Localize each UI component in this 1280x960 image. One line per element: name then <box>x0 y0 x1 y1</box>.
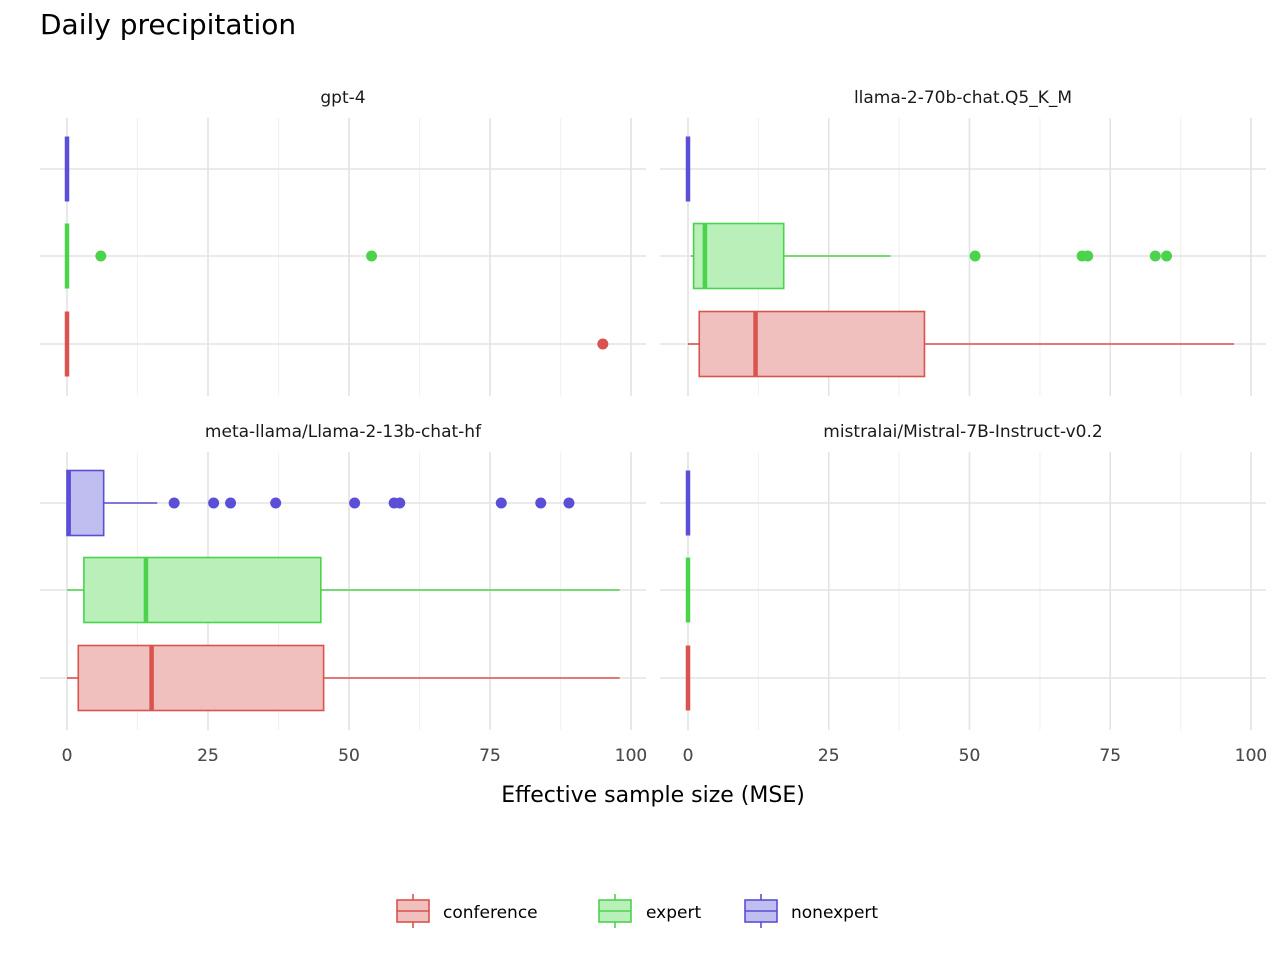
outlier-point <box>208 497 220 509</box>
x-tick-label: 100 <box>615 746 647 766</box>
outlier-point <box>225 497 237 509</box>
box-expert <box>64 223 378 289</box>
legend-item-conference: conference <box>396 894 538 928</box>
x-tick-label: 100 <box>1235 746 1267 766</box>
x-tick-label: 100 <box>1235 746 1267 766</box>
outlier-point <box>969 250 981 262</box>
panel-meta-llama-llama-2-13b-chat-hf: meta-llama/Llama-2-13b-chat-hf 0 25 50 75 100 <box>40 422 647 766</box>
x-tick-label: 25 <box>197 746 219 766</box>
box-conference <box>67 644 620 712</box>
x-tick-label: 50 <box>959 746 981 766</box>
x-tick-label: 50 <box>338 746 360 766</box>
x-tick-label: 75 <box>1099 746 1121 766</box>
x-tick-label: 75 <box>479 746 501 766</box>
outlier-point <box>1161 250 1173 262</box>
x-tick-label: 0 <box>683 746 694 766</box>
box-iqr <box>66 469 105 537</box>
panel-title: llama-2-70b-chat.Q5_K_M <box>854 88 1072 108</box>
outlier-point <box>366 250 378 262</box>
outlier-point <box>1082 250 1094 262</box>
x-tick-label: 75 <box>479 746 501 766</box>
x-tick-label: 100 <box>615 746 647 766</box>
x-tick-label: 50 <box>959 746 981 766</box>
panel-title: gpt-4 <box>320 88 365 108</box>
outlier-point <box>1149 250 1161 262</box>
box-conference <box>64 311 609 377</box>
panel-title: mistralai/Mistral-7B-Instruct-v0.2 <box>823 422 1102 442</box>
panel-llama-2-70b-chat-q5-k-m: llama-2-70b-chat.Q5_K_M 0 25 50 75 100 <box>660 88 1267 766</box>
x-tick-label: 25 <box>818 746 840 766</box>
panel-gpt-4: gpt-4 0 25 50 75 100 <box>40 88 647 766</box>
box-conference <box>688 310 1235 378</box>
legend-item-nonexpert: nonexpert <box>744 894 878 928</box>
x-axis-label: Effective sample size (MSE) <box>501 783 805 808</box>
chart-title: Daily precipitation <box>40 8 297 41</box>
legend-label: nonexpert <box>791 903 878 923</box>
box-nonexpert <box>66 469 575 537</box>
box-iqr <box>698 310 926 378</box>
x-tick-label: 0 <box>62 746 73 766</box>
legend-label: conference <box>443 903 538 923</box>
outlier-point <box>349 497 361 509</box>
outlier-point <box>535 497 547 509</box>
panel-title: meta-llama/Llama-2-13b-chat-hf <box>205 422 482 442</box>
box-iqr <box>83 556 322 624</box>
outlier-point <box>495 497 507 509</box>
legend-item-expert: expert <box>598 894 701 928</box>
box-expert <box>690 222 1173 290</box>
panels-layer: gpt-4 0 25 50 75 100 llama-2-70b-chat.Q5_K_M 0 2… <box>40 88 1267 766</box>
x-tick-label: 25 <box>818 746 840 766</box>
box-iqr <box>692 222 785 290</box>
outlier-point <box>563 497 575 509</box>
x-tick-label: 75 <box>1099 746 1121 766</box>
outlier-point <box>270 497 282 509</box>
outlier-point <box>95 250 107 262</box>
outlier-point <box>597 338 609 350</box>
outlier-point <box>394 497 406 509</box>
legend-label: expert <box>646 903 701 923</box>
x-tick-label: 50 <box>338 746 360 766</box>
outlier-point <box>168 497 180 509</box>
x-tick-label: 25 <box>197 746 219 766</box>
box-iqr <box>77 644 325 712</box>
panel-mistralai-mistral-7b-instruct-v0-2: mistralai/Mistral-7B-Instruct-v0.2 0 25 50 7… <box>660 422 1267 766</box>
box-expert <box>67 556 620 624</box>
x-tick-label: 0 <box>62 746 73 766</box>
x-tick-label: 0 <box>683 746 694 766</box>
legend: conference expert nonexpert <box>396 894 878 928</box>
